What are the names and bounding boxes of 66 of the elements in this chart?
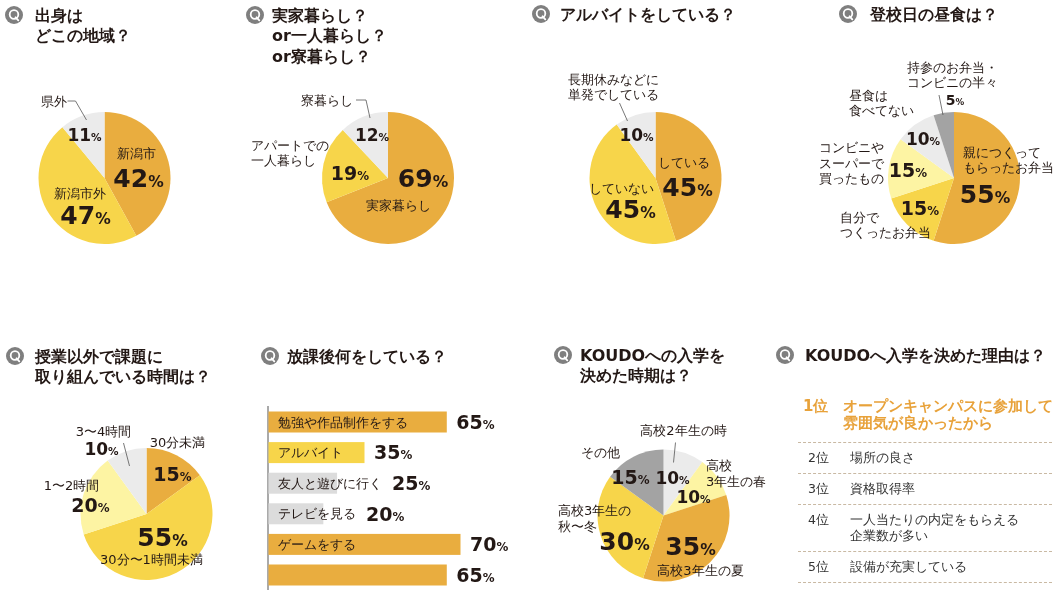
data-label: 45% [662,173,714,202]
data-label: 25% [392,472,431,495]
slice-label: その他 [581,445,620,461]
data-label: 35% [665,531,717,561]
data-label: 10% [619,125,655,146]
data-label: 15% [888,158,928,181]
text: KOUDOへ入学を決めた理由は？ [805,345,1047,365]
data-label: 5% [945,92,965,109]
slice-label: 高校2年生の時 [640,423,727,439]
chart-title: アルバイトをしている？ [560,4,736,24]
chart-title: 放課後何をしている？ [286,346,447,366]
y-tick-label: テレビを見る [278,506,356,522]
slice-label: 3〜4時間 [75,423,132,439]
data-label: 10% [676,486,712,507]
text: 設備が充実している [850,559,967,575]
text: 2位 [808,450,830,466]
y-tick-label: 友人と遊びに行く [278,475,382,491]
data-label: 20% [366,502,405,525]
text: 資格取得率 [850,481,915,497]
text: 5位 [808,559,830,575]
data-label: 65% [456,563,495,586]
text: 3位 [808,481,830,497]
chart-title: KOUDOへの入学を決めた時期は？ [579,345,726,386]
slice-label: 新潟市 [116,145,156,161]
chart-title: 授業以外で課題に取り組んでいる時間は？ [34,346,211,387]
data-label: 10% [655,467,691,488]
chart-title: 実家暮らし？or一人暮らし？or寮暮らし？ [271,5,387,66]
slice-label: 新潟市外 [53,185,106,201]
slice-label: 1〜2時間 [43,477,100,493]
y-tick-label: 勉強や作品制作をする [278,414,408,430]
slice-label: アパートでの一人暮らし [251,137,329,169]
y-tick-label: ゲームをする [278,537,356,553]
data-label: 55% [959,180,1011,209]
data-label: 69% [397,164,449,193]
data-label: 45% [605,195,657,224]
slice-label: 長期休みなどに単発でしている [568,71,659,103]
slice-label: コンビニやスーパーで買ったもの [819,140,885,187]
data-label: 10% [84,439,120,460]
data-label: 47% [60,201,112,230]
data-label: 15% [153,462,192,485]
data-label: 15% [611,466,650,489]
text: 一人当たりの内定をもらえる企業数が多い [850,512,1019,544]
data-label: 35% [374,441,413,464]
data-label: 65% [456,410,495,433]
text: 場所の良さ [850,450,915,466]
slice-label: 実家暮らし [365,197,431,213]
data-label: 11% [67,125,103,146]
slice-label: 30分未満 [149,434,206,450]
slice-label: 県外 [40,93,67,109]
data-label: 42% [113,164,165,193]
slice-label: している [657,154,710,170]
chart-title: 登校日の昼食は？ [869,4,998,24]
chart-title: 出身はどこの地域？ [35,5,131,46]
text: 4位 [808,512,830,529]
text: オープンキャンパスに参加して雰囲気が良かったから [843,397,1053,432]
text: 1位 [803,397,830,417]
data-label: 30% [599,526,651,556]
data-label: 10% [905,129,941,150]
y-tick-label: アルバイト [278,445,343,461]
data-label: 20% [71,493,110,516]
data-label: 70% [470,533,509,556]
slice-label: 高校3年生の春 [706,458,767,489]
slice-label: していない [589,180,654,196]
data-label: 19% [330,161,370,184]
slice-label: 寮暮らし [301,92,353,108]
data-label: 55% [137,523,189,552]
